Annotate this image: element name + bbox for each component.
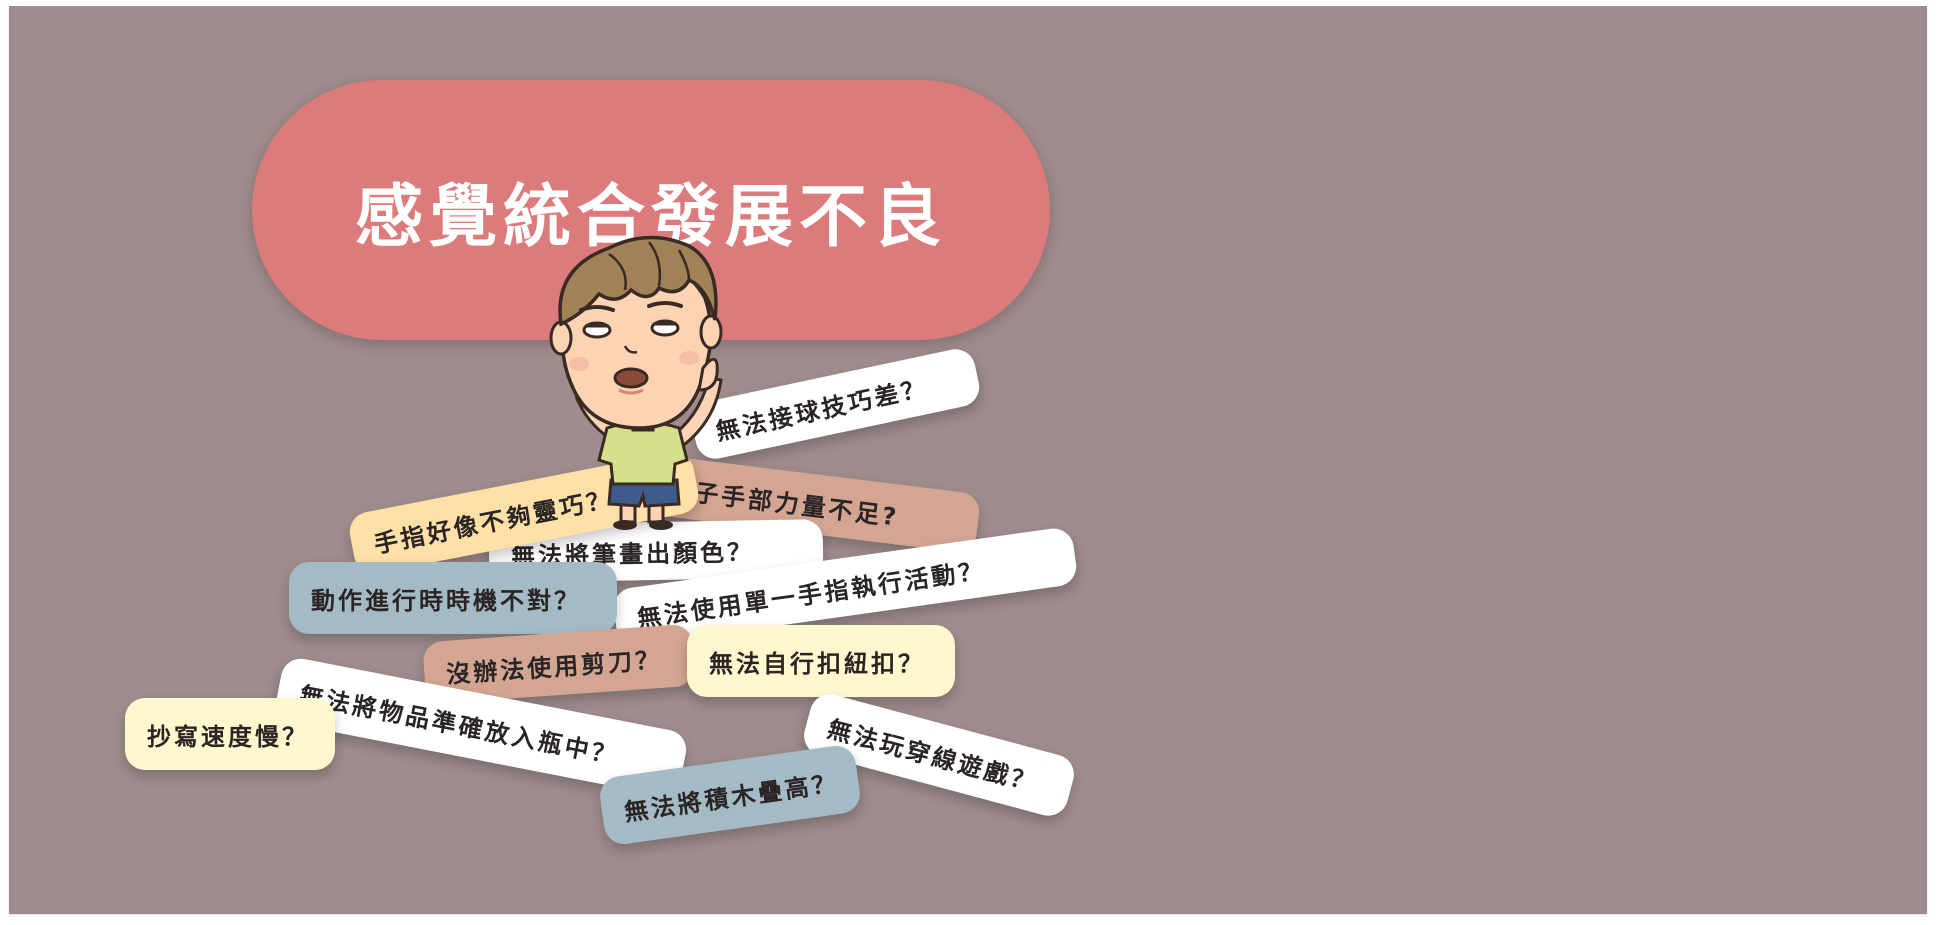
question-tag-button: 無法自行扣紐扣？ [687,625,955,697]
question-text: 沒辦法使用剪刀？ [445,645,663,689]
confused-boy-illustration [549,235,723,530]
question-tag-copy: 抄寫速度慢？ [125,698,335,770]
question-text: 無法自行扣紐扣？ [709,649,925,678]
question-text: 動作進行時時機不對？ [311,586,581,615]
question-text: 無法將積木疊高？ [622,768,841,827]
question-tag-timing: 動作進行時時機不對？ [289,562,617,634]
question-text: 抄寫速度慢？ [147,722,309,751]
slide-canvas: 感覺統合發展不良 無法接球技巧差？ 孩子手部力量不足? 無法將筆畫出顏色？ 無法… [9,6,1927,914]
